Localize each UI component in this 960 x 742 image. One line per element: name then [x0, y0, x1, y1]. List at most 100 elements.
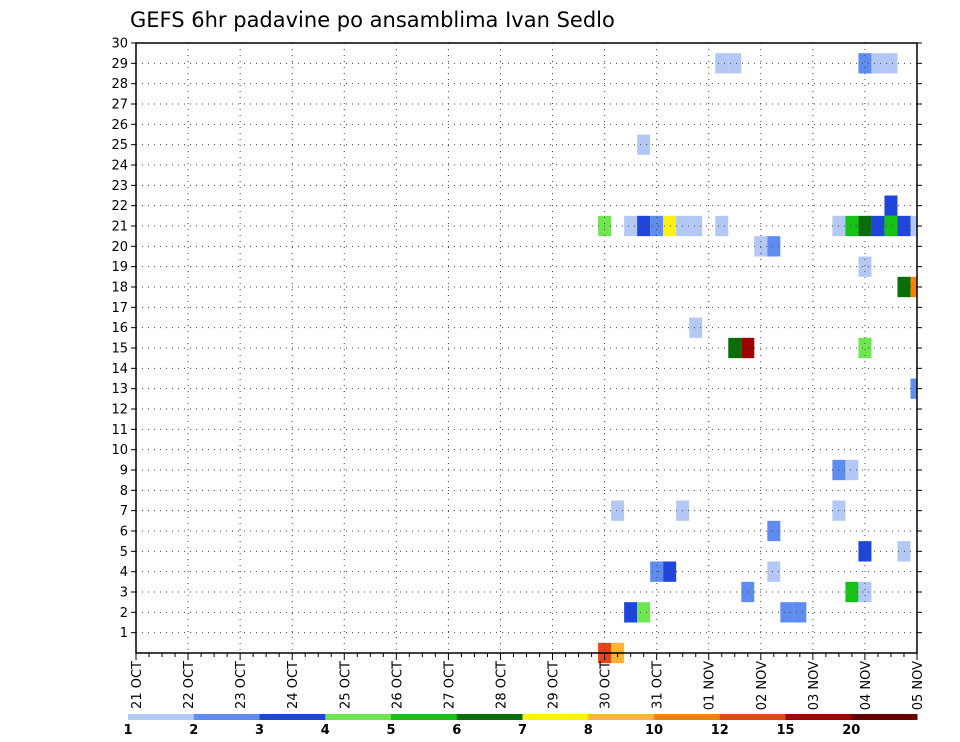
legend-swatch — [391, 714, 458, 720]
precip-cell — [871, 53, 885, 74]
precip-cell — [767, 236, 781, 257]
legend-label: 15 — [776, 723, 794, 738]
y-tick-label: 30 — [111, 37, 128, 52]
y-axis: 1234567891011121314151617181920212223242… — [111, 37, 922, 641]
precip-cell — [689, 215, 703, 237]
precip-cell — [715, 53, 729, 74]
y-tick-label: 22 — [111, 199, 128, 214]
legend-swatch — [259, 714, 326, 720]
legend-swatch — [785, 714, 852, 720]
precip-cell — [858, 581, 872, 603]
legend-label: 1 — [123, 723, 132, 738]
precip-cell — [793, 602, 807, 623]
precip-cell — [845, 459, 859, 481]
precip-cell — [767, 520, 781, 542]
y-tick-label: 4 — [120, 565, 128, 580]
y-tick-label: 28 — [111, 77, 128, 92]
precip-cell — [897, 276, 911, 298]
y-tick-label: 18 — [111, 281, 128, 296]
chart-title: GEFS 6hr padavine po ansamblima Ivan Sed… — [130, 8, 615, 32]
color-legend: 1 2 3 4 5 6 7 8 10 12 15 20 — [123, 714, 918, 738]
y-tick-label: 9 — [120, 464, 128, 479]
precip-cell — [897, 541, 911, 562]
precip-cell — [884, 53, 898, 74]
y-tick-label: 10 — [111, 443, 128, 458]
x-tick-label: 21 OCT — [130, 661, 145, 709]
grid-layer — [135, 42, 918, 653]
precip-cell — [715, 215, 729, 237]
y-tick-label: 23 — [111, 179, 128, 194]
precip-cell — [858, 256, 872, 277]
legend-swatch — [456, 714, 523, 720]
legend-swatch — [654, 714, 721, 720]
precip-cell — [663, 215, 677, 237]
x-tick-label: 28 OCT — [494, 661, 509, 709]
legend-swatch — [193, 714, 260, 720]
legend-swatch — [522, 714, 589, 720]
legend-label: 8 — [584, 723, 593, 738]
precip-cell — [884, 215, 898, 237]
precip-cell — [624, 215, 638, 237]
y-tick-label: 13 — [111, 382, 128, 397]
precip-cell — [884, 195, 898, 216]
precip-cell — [910, 378, 917, 399]
precip-cell — [741, 337, 755, 359]
precip-cell — [637, 602, 651, 623]
precip-cell — [858, 541, 872, 562]
legend-label: 12 — [711, 723, 729, 738]
legend-label: 3 — [255, 723, 264, 738]
x-axis: 21 OCT 22 OCT 23 OCT 24 OCT 25 OCT 26 OCT 27 O… — [130, 653, 926, 710]
precip-cell — [637, 134, 651, 155]
y-tick-label: 21 — [111, 220, 128, 235]
precip-cell — [780, 602, 794, 623]
legend-swatch — [851, 714, 918, 720]
precip-cell — [728, 337, 742, 359]
precip-cell — [741, 581, 755, 603]
y-tick-label: 25 — [111, 138, 128, 153]
precip-cell — [897, 215, 911, 237]
legend-label: 5 — [386, 723, 395, 738]
legend-swatch — [719, 714, 786, 720]
legend-label: 6 — [452, 723, 461, 738]
y-tick-label: 1 — [120, 626, 128, 641]
y-tick-label: 20 — [111, 240, 128, 255]
x-tick-label: 29 OCT — [547, 661, 562, 709]
y-tick-label: 8 — [120, 484, 128, 499]
legend-label: 4 — [321, 723, 330, 738]
y-tick-label: 6 — [120, 525, 128, 540]
y-tick-label: 29 — [111, 57, 128, 72]
precip-cell — [624, 602, 638, 623]
y-tick-label: 19 — [111, 260, 128, 275]
y-tick-label: 24 — [111, 159, 128, 174]
precip-cell — [728, 53, 742, 74]
legend-label: 2 — [189, 723, 198, 738]
y-tick-label: 12 — [111, 403, 128, 418]
legend-swatch — [588, 714, 655, 720]
precip-cell — [845, 215, 859, 237]
precip-cell — [689, 317, 703, 338]
legend-label: 20 — [842, 723, 860, 738]
precip-cell — [910, 276, 917, 298]
precip-cell — [650, 215, 664, 237]
y-tick-label: 15 — [111, 342, 128, 357]
precip-cell — [858, 337, 872, 359]
legend-swatch — [325, 714, 392, 720]
x-tick-label: 02 NOV — [755, 661, 770, 710]
y-tick-label: 5 — [120, 545, 128, 560]
legend-label: 10 — [645, 723, 663, 738]
precip-cell — [663, 561, 677, 582]
precip-cell — [611, 500, 625, 521]
precip-cell — [858, 215, 872, 237]
y-tick-label: 14 — [111, 362, 128, 377]
precip-cell — [910, 215, 917, 237]
x-tick-label: 31 OCT — [651, 661, 666, 709]
precip-cell — [767, 561, 781, 582]
y-tick-label: 17 — [111, 301, 128, 316]
y-tick-label: 27 — [111, 98, 128, 113]
x-tick-label: 27 OCT — [442, 661, 457, 709]
x-tick-label: 23 OCT — [234, 661, 249, 709]
precip-cell — [845, 581, 859, 603]
legend-swatch — [128, 714, 195, 720]
x-tick-label: 24 OCT — [286, 661, 301, 709]
